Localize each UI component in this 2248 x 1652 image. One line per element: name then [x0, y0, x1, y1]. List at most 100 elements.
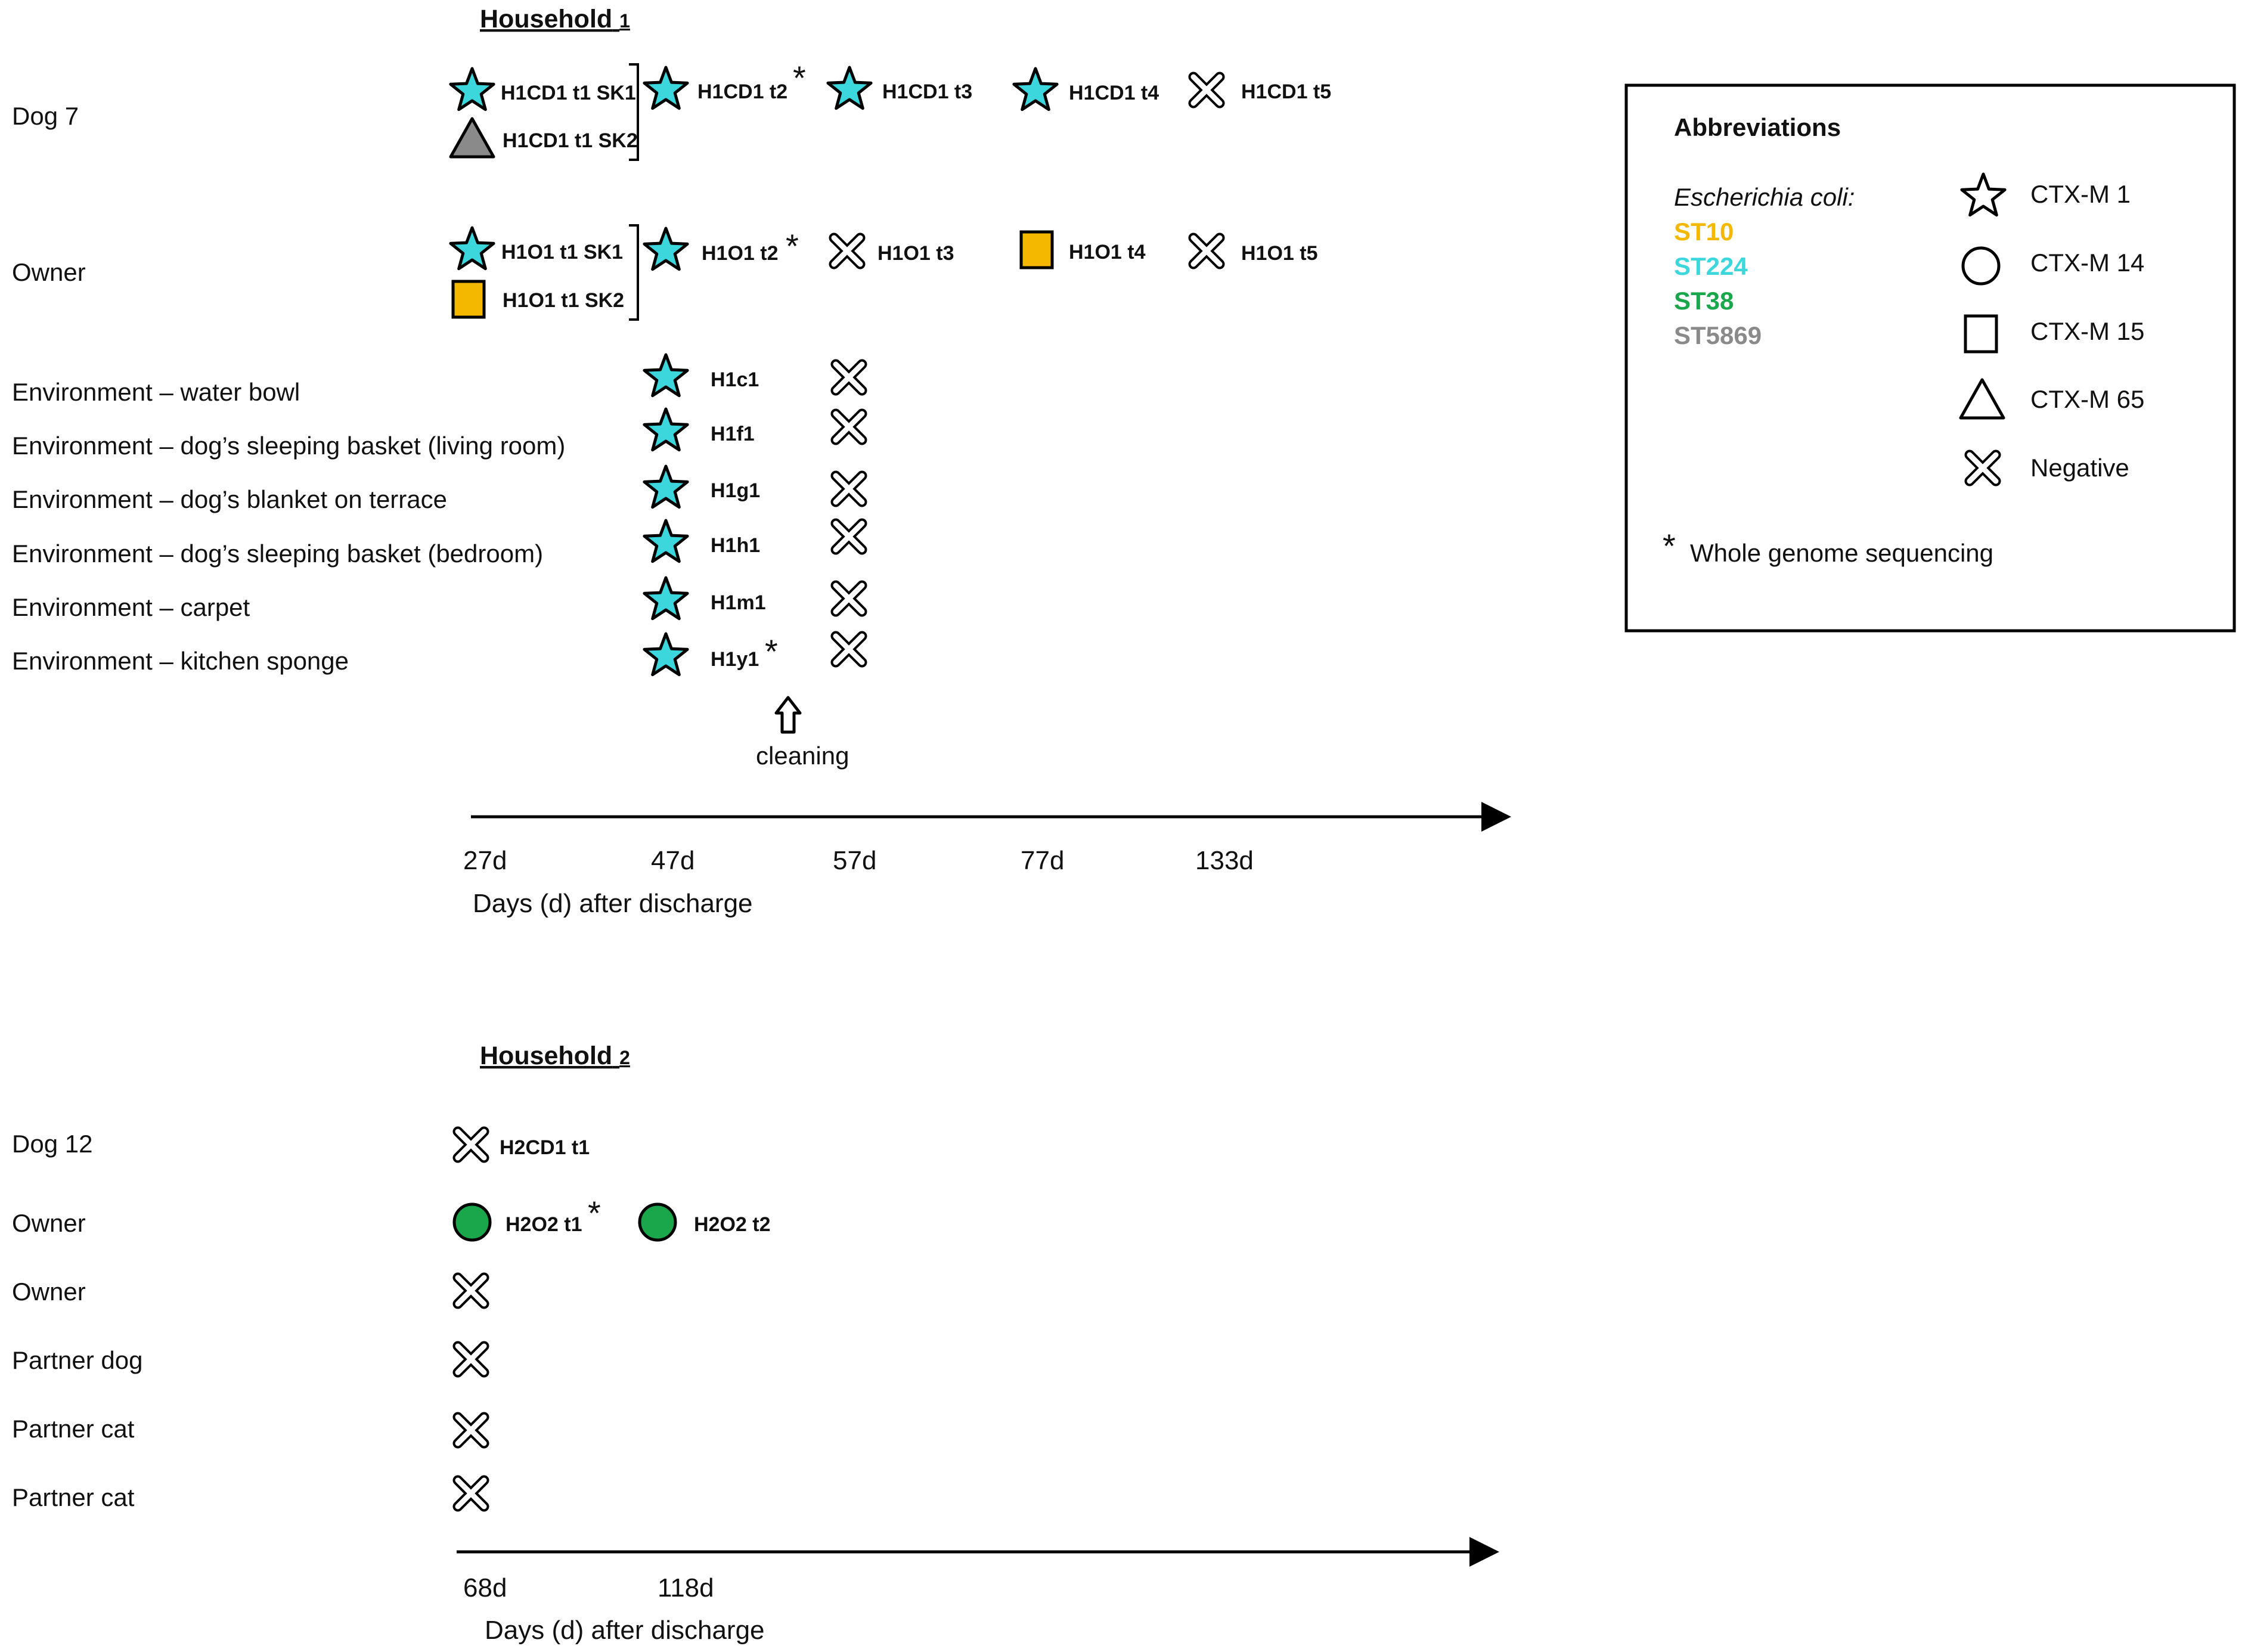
- tick-label: 133d: [1195, 846, 1254, 875]
- row-label-dog-12: Dog 12: [12, 1130, 92, 1158]
- sample-label: H1c1: [711, 368, 759, 391]
- star-icon: [643, 576, 689, 621]
- tick-label: 47d: [651, 846, 694, 875]
- star-icon: [643, 632, 689, 677]
- legend-st10: ST10: [1674, 218, 1734, 246]
- row-label-partner-cat: Partner cat: [12, 1415, 135, 1443]
- row-label-kitchen-sponge: Environment – kitchen sponge: [12, 647, 349, 675]
- negative-icon: [830, 408, 867, 445]
- row-label-water-bowl: Environment – water bowl: [12, 378, 300, 406]
- negative-icon: [1188, 72, 1225, 109]
- legend-wgs-asterisk: *: [1663, 527, 1676, 565]
- household-2-title: Household 2: [480, 1042, 630, 1070]
- star-icon: [449, 226, 495, 271]
- legend-ctxm15: CTX-M 15: [2030, 317, 2144, 345]
- row-label-sleeping-basket-living: Environment – dog’s sleeping basket (liv…: [12, 432, 565, 460]
- bracket: [629, 63, 639, 161]
- wgs-asterisk: *: [786, 227, 799, 265]
- axis-title: Days (d) after discharge: [473, 889, 753, 918]
- negative-icon: [452, 1272, 489, 1309]
- sample-label: H1f1: [711, 423, 755, 445]
- negative-icon: [1964, 450, 2001, 486]
- sample-label: H2CD1 t1: [500, 1136, 590, 1159]
- star-icon: [826, 66, 873, 110]
- negative-icon: [830, 580, 867, 617]
- negative-icon: [452, 1126, 489, 1163]
- sample-label: H1CD1 t3: [882, 80, 972, 103]
- sample-label: H1O1 t3: [878, 242, 954, 265]
- legend-st38: ST38: [1674, 287, 1734, 315]
- star-icon: [1012, 67, 1059, 111]
- sample-label: H2O2 t1: [506, 1213, 582, 1236]
- sample-label: H1CD1 t1 SK2: [503, 129, 638, 152]
- sample-label: H1O1 t5: [1241, 242, 1318, 265]
- household-1-title: Household 1: [480, 5, 630, 33]
- legend-ctxm65: CTX-M 65: [2030, 385, 2144, 413]
- star-icon: [1960, 172, 2007, 217]
- star-icon: [643, 464, 689, 509]
- square-icon: [451, 280, 486, 319]
- legend-ctxm14: CTX-M 14: [2030, 249, 2144, 277]
- sample-label: H1O1 t1 SK2: [503, 289, 624, 312]
- tick-label: 27d: [463, 846, 507, 875]
- negative-icon: [830, 470, 867, 507]
- cleaning-arrow-icon: [774, 696, 802, 734]
- triangle-icon: [1959, 378, 2005, 420]
- negative-icon: [829, 233, 866, 269]
- legend-title: Abbreviations: [1674, 113, 1841, 141]
- legend-box: [1624, 83, 2236, 633]
- sample-label: H1y1: [711, 648, 759, 671]
- star-icon: [643, 519, 689, 563]
- sample-label: H1m1: [711, 591, 766, 614]
- square-icon: [1019, 230, 1054, 269]
- star-icon: [643, 227, 689, 271]
- sample-label: H1g1: [711, 479, 760, 502]
- row-label-owner: Owner: [12, 1209, 86, 1237]
- wgs-asterisk: *: [588, 1194, 601, 1232]
- sample-label: H1O1 t2: [702, 242, 779, 265]
- circle-icon: [452, 1202, 492, 1242]
- negative-icon: [830, 359, 867, 396]
- row-label-dog-7: Dog 7: [12, 102, 79, 130]
- sample-label: H1CD1 t5: [1241, 80, 1331, 103]
- sample-label: H1O1 t4: [1069, 241, 1146, 264]
- wgs-asterisk: *: [765, 633, 778, 670]
- sample-label: H2O2 t2: [694, 1213, 771, 1236]
- star-icon: [643, 66, 689, 110]
- sample-label: H1CD1 t1 SK1: [501, 82, 636, 104]
- star-icon: [643, 353, 689, 398]
- wgs-asterisk: *: [793, 59, 806, 97]
- negative-icon: [830, 518, 867, 555]
- sample-label: H1CD1 t4: [1069, 82, 1159, 104]
- sample-label: H1h1: [711, 534, 760, 557]
- sample-label: H1O1 t1 SK1: [501, 241, 623, 264]
- legend-wgs: Whole genome sequencing: [1690, 539, 1993, 567]
- row-label-partner-cat: Partner cat: [12, 1483, 135, 1511]
- tick-label: 57d: [833, 846, 876, 875]
- negative-icon: [830, 631, 867, 668]
- row-label-blanket-terrace: Environment – dog’s blanket on terrace: [12, 485, 447, 513]
- row-label-carpet: Environment – carpet: [12, 593, 250, 621]
- legend-st5869: ST5869: [1674, 321, 1762, 349]
- legend-ecoli: Escherichia coli:: [1674, 183, 1855, 211]
- legend-st224: ST224: [1674, 252, 1748, 280]
- triangle-icon: [449, 117, 495, 159]
- axis-title: Days (d) after discharge: [485, 1616, 765, 1645]
- sample-label: H1CD1 t2: [697, 80, 787, 103]
- negative-icon: [452, 1475, 489, 1512]
- row-label-owner: Owner: [12, 258, 86, 286]
- cleaning-label: cleaning: [756, 742, 849, 770]
- negative-icon: [452, 1341, 489, 1378]
- tick-label: 118d: [658, 1573, 714, 1603]
- circle-icon: [1961, 246, 2001, 286]
- circle-icon: [638, 1202, 677, 1242]
- negative-icon: [452, 1412, 489, 1449]
- bracket: [629, 224, 639, 321]
- tick-label: 68d: [463, 1573, 507, 1603]
- negative-icon: [1188, 233, 1225, 269]
- row-label-sleeping-basket-bedroom: Environment – dog’s sleeping basket (bed…: [12, 540, 543, 568]
- legend-negative: Negative: [2030, 454, 2129, 482]
- row-label-partner-dog: Partner dog: [12, 1346, 142, 1374]
- tick-label: 77d: [1021, 846, 1064, 875]
